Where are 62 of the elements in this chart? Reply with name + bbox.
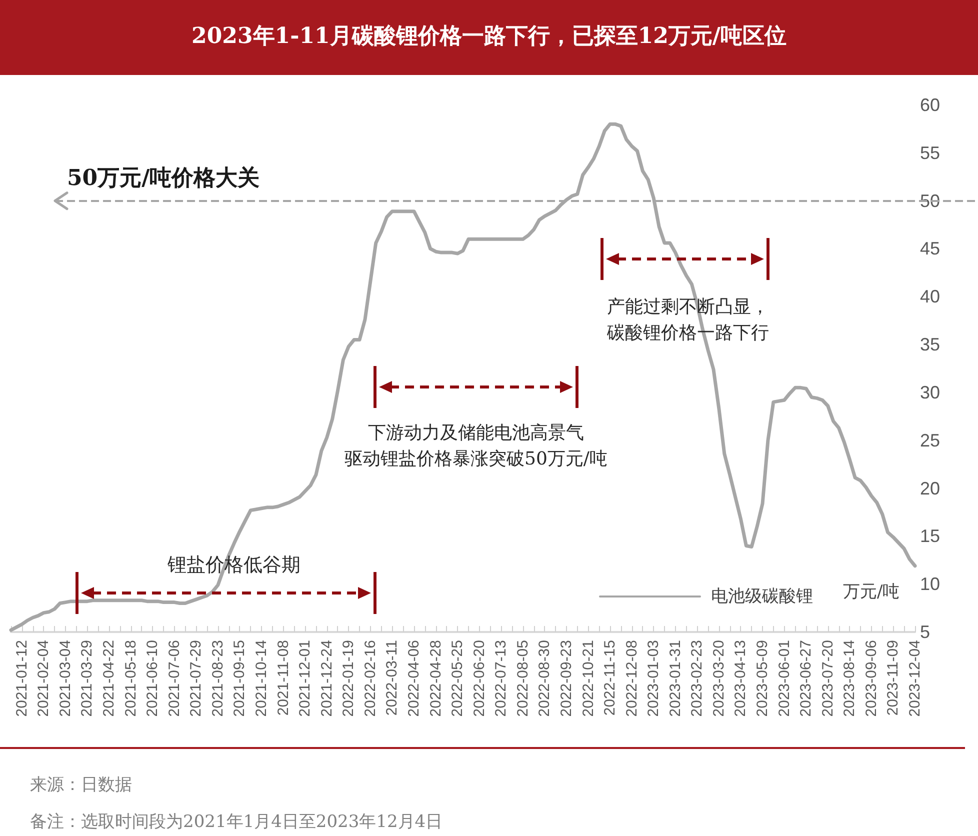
y-tick-label: 15 [920,526,940,546]
annotation: 下游动力及储能电池高景气驱动锂盐价格暴涨突破50万元/吨 [344,422,608,470]
x-tick-label: 2023-06-01 [776,640,793,717]
x-tick-label: 2022-05-25 [449,640,466,717]
annotation: 产能过剩不断凸显，碳酸锂价格一路下行 [606,296,769,344]
chart-title: 2023年1-11月碳酸锂价格一路下行，已探至12万元/吨区位 [192,23,786,49]
x-tick-label: 2021-01-12 [13,640,30,717]
y-tick-label: 5 [920,622,930,642]
x-tick-label: 2021-03-04 [56,640,74,717]
x-tick-label: 2022-03-11 [384,640,401,716]
y-tick-label: 30 [920,382,940,402]
y-tick-label: 60 [920,95,940,115]
x-tick-label: 2021-12-24 [318,640,336,717]
x-tick-label: 2021-08-23 [209,640,226,717]
x-tick-label: 2022-04-28 [427,640,444,717]
x-tick-label: 2023-06-27 [798,640,815,717]
x-tick-label: 2021-06-10 [144,640,162,717]
y-axis-title: 万元/吨 [843,582,900,602]
x-tick-label: 2021-07-29 [188,640,205,717]
x-tick-label: 2022-04-06 [405,640,422,717]
x-tick-label: 2023-12-04 [906,640,924,717]
x-tick-label: 2021-05-18 [122,640,140,717]
x-tick-label: 2023-09-06 [862,640,880,717]
x-tick-label: 2021-12-01 [296,640,314,717]
x-tick-label: 2022-07-13 [492,640,510,717]
x-tick-label: 2022-02-16 [362,640,379,717]
x-tick-label: 2021-02-04 [35,640,52,717]
x-tick-label: 2023-03-20 [710,640,728,717]
y-tick-label: 40 [920,286,940,307]
x-tick-label: 2022-08-05 [514,640,532,717]
x-tick-label: 2022-08-30 [536,640,554,717]
x-tick-label: 2021-04-22 [100,640,118,717]
y-tick-label: 45 [920,238,940,259]
y-tick-label: 35 [920,334,940,355]
x-tick-label: 2022-10-21 [580,640,597,717]
x-tick-label: 2023-01-03 [645,640,662,717]
x-tick-label: 2022-06-20 [470,640,488,717]
x-tick-label: 2021-07-06 [166,640,183,717]
annotation: 锂盐价格低谷期 [166,554,300,576]
x-tick-label: 2022-09-23 [558,640,575,717]
x-tick-label: 2021-03-29 [78,640,96,717]
y-tick-label: 20 [920,478,940,498]
x-tick-label: 2021-10-14 [253,640,270,717]
x-tick-label: 2023-02-23 [688,640,706,717]
x-tick-label: 2023-04-13 [732,640,750,717]
x-tick-label: 2022-11-15 [602,640,619,716]
x-tick-label: 2021-11-08 [274,640,292,716]
y-tick-label: 55 [920,142,940,163]
text: 电池级碳酸锂 [711,586,813,606]
x-tick-label: 2023-05-09 [754,640,772,717]
x-tick-label: 2023-07-20 [819,640,836,717]
source-note: 来源：日数据 [30,775,132,795]
x-tick-label: 2021-09-15 [231,640,248,717]
x-tick-label: 2023-08-14 [841,640,858,717]
ref-line-label: 50万元/吨价格大关 [67,164,260,191]
x-tick-label: 2023-11-09 [884,640,902,716]
text: 备注：选取时间段为2021年1月4日至2023年12月4日 [30,812,443,832]
y-tick-label: 25 [920,430,940,450]
y-tick-label: 10 [920,574,940,594]
x-tick-label: 2022-12-08 [623,640,640,717]
x-tick-label: 2023-01-31 [666,640,684,717]
x-tick-label: 2022-01-19 [340,640,358,717]
